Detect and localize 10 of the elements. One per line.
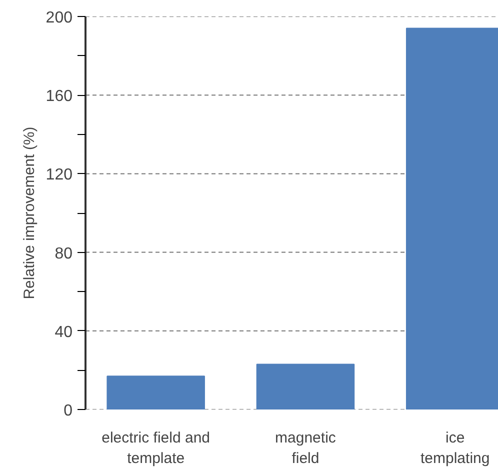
y-tick-label: 80 bbox=[54, 245, 73, 262]
y-axis-title: Relative improvement (%) bbox=[20, 126, 38, 300]
y-tick-label: 160 bbox=[46, 88, 73, 106]
y-tick-label: 200 bbox=[46, 10, 73, 26]
y-tick-label: 0 bbox=[64, 402, 73, 420]
y-tick-label: 40 bbox=[54, 324, 73, 341]
x-tick-label: electric field and template bbox=[102, 430, 210, 467]
y-tick-label: 120 bbox=[46, 166, 73, 184]
x-tick-label: ice templating bbox=[420, 430, 490, 467]
x-tick-label: magnetic field bbox=[275, 430, 336, 467]
